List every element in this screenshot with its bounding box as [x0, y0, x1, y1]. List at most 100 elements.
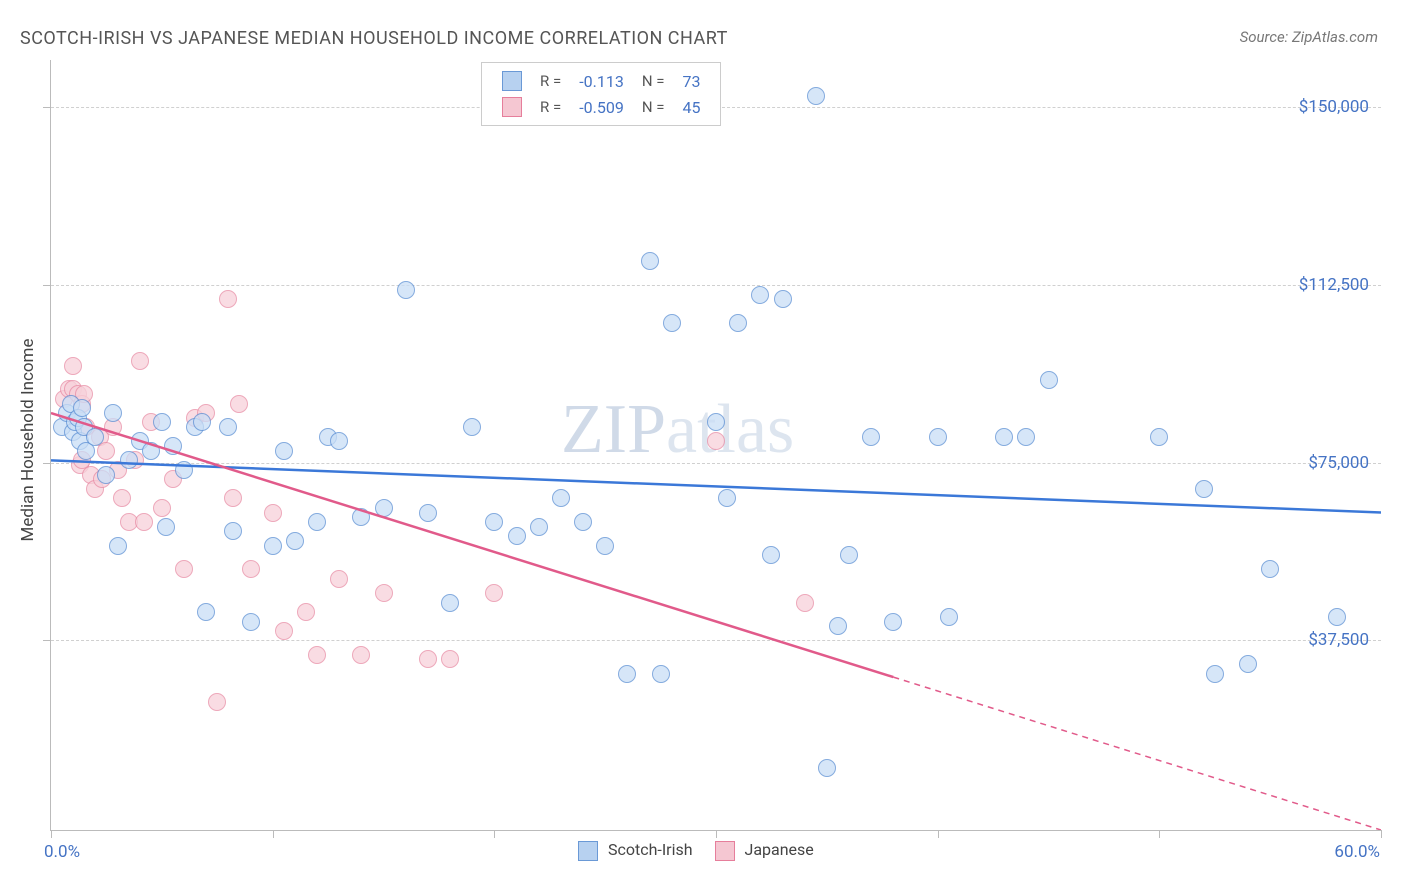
series-label-pink: Japanese [744, 840, 813, 859]
data-point [157, 518, 175, 536]
scatter-points [51, 60, 1381, 830]
data-point [142, 442, 160, 460]
r-value-pink: -0.509 [571, 95, 632, 119]
y-axis-label: Median Household Income [18, 339, 38, 542]
data-point [175, 461, 193, 479]
data-point [330, 570, 348, 588]
series-legend: Scotch-Irish Japanese [560, 840, 814, 861]
r-label: R = [532, 95, 569, 119]
data-point [729, 314, 747, 332]
xtick-label-min: 0.0% [44, 842, 80, 862]
data-point [219, 418, 237, 436]
data-point [120, 451, 138, 469]
data-point [330, 432, 348, 450]
swatch-blue [502, 71, 522, 91]
ytick [43, 463, 51, 464]
data-point [596, 537, 614, 555]
ytick [43, 107, 51, 108]
data-point [104, 404, 122, 422]
data-point [397, 281, 415, 299]
series-label-blue: Scotch-Irish [608, 840, 693, 859]
data-point [297, 603, 315, 621]
data-point [1261, 560, 1279, 578]
data-point [419, 650, 437, 668]
ytick [43, 640, 51, 641]
data-point [1328, 608, 1346, 626]
data-point [618, 665, 636, 683]
data-point [375, 584, 393, 602]
data-point [652, 665, 670, 683]
data-point [940, 608, 958, 626]
data-point [97, 442, 115, 460]
data-point [208, 693, 226, 711]
data-point [1017, 428, 1035, 446]
data-point [774, 290, 792, 308]
data-point [485, 584, 503, 602]
data-point [884, 613, 902, 631]
data-point [286, 532, 304, 550]
data-point [109, 537, 127, 555]
data-point [242, 613, 260, 631]
data-point [441, 650, 459, 668]
data-point [840, 546, 858, 564]
data-point [1195, 480, 1213, 498]
n-label: N = [634, 69, 673, 93]
data-point [441, 594, 459, 612]
xtick-label-max: 60.0% [1334, 842, 1380, 862]
data-point [230, 395, 248, 413]
data-point [818, 759, 836, 777]
data-point [375, 499, 393, 517]
data-point [64, 357, 82, 375]
data-point [164, 437, 182, 455]
xtick [1381, 830, 1382, 838]
source-label: Source: ZipAtlas.com [1240, 28, 1378, 46]
data-point [197, 603, 215, 621]
swatch-pink [502, 97, 522, 117]
data-point [275, 442, 293, 460]
data-point [352, 508, 370, 526]
data-point [707, 413, 725, 431]
chart-title: SCOTCH-IRISH VS JAPANESE MEDIAN HOUSEHOL… [20, 28, 728, 49]
n-value-blue: 73 [674, 69, 708, 93]
swatch-pink [715, 841, 735, 861]
data-point [275, 622, 293, 640]
data-point [718, 489, 736, 507]
data-point [530, 518, 548, 536]
data-point [552, 489, 570, 507]
ytick [43, 285, 51, 286]
data-point [995, 428, 1013, 446]
data-point [1040, 371, 1058, 389]
data-point [131, 352, 149, 370]
data-point [862, 428, 880, 446]
data-point [1150, 428, 1168, 446]
data-point [175, 560, 193, 578]
data-point [264, 537, 282, 555]
xtick [494, 830, 495, 838]
data-point [113, 489, 131, 507]
xtick [1159, 830, 1160, 838]
data-point [707, 432, 725, 450]
data-point [86, 428, 104, 446]
xtick [938, 830, 939, 838]
data-point [153, 499, 171, 517]
r-label: R = [532, 69, 569, 93]
xtick [716, 830, 717, 838]
r-value-blue: -0.113 [571, 69, 632, 93]
swatch-blue [578, 841, 598, 861]
data-point [352, 646, 370, 664]
data-point [1239, 655, 1257, 673]
data-point [193, 413, 211, 431]
data-point [224, 489, 242, 507]
data-point [485, 513, 503, 531]
data-point [807, 87, 825, 105]
data-point [663, 314, 681, 332]
data-point [574, 513, 592, 531]
data-point [135, 513, 153, 531]
data-point [419, 504, 437, 522]
data-point [73, 399, 91, 417]
data-point [224, 522, 242, 540]
data-point [508, 527, 526, 545]
xtick [51, 830, 52, 838]
data-point [929, 428, 947, 446]
data-point [796, 594, 814, 612]
